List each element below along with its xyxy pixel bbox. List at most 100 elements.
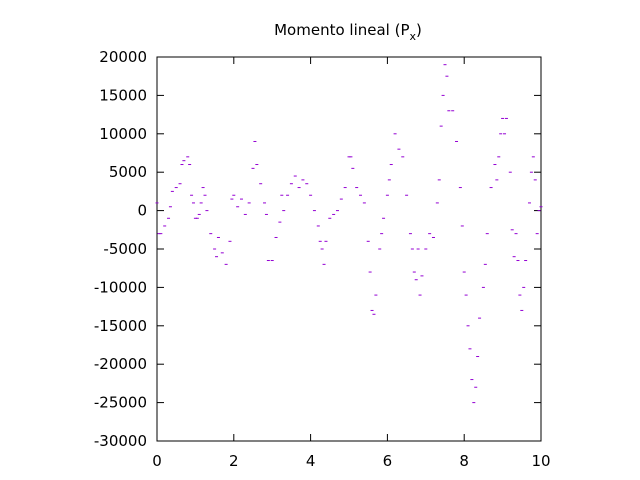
data-point (493, 164, 497, 166)
data-point (193, 217, 197, 219)
data-point (243, 213, 247, 215)
data-point (431, 236, 435, 238)
data-point (518, 294, 522, 296)
data-point (405, 194, 409, 196)
data-point (178, 183, 182, 185)
data-point (174, 187, 178, 189)
title-text: Momento lineal (P (274, 21, 409, 39)
data-point (410, 248, 414, 250)
data-point (180, 164, 184, 166)
y-tick-label: -30000 (94, 432, 147, 450)
data-point (389, 164, 393, 166)
data-point (195, 217, 199, 219)
data-point (504, 117, 508, 119)
data-point (414, 279, 418, 281)
data-point (524, 260, 528, 262)
data-point (424, 248, 428, 250)
data-point (182, 160, 186, 162)
data-point (230, 198, 234, 200)
data-point (159, 233, 163, 235)
data-point (199, 202, 203, 204)
data-point (205, 210, 209, 212)
data-point (362, 202, 366, 204)
x-tick-label: 10 (531, 452, 550, 470)
data-point (508, 171, 512, 173)
data-point (510, 229, 514, 231)
x-tick-label: 0 (152, 452, 162, 470)
data-point (527, 202, 531, 204)
data-point (485, 233, 489, 235)
y-tick-label: 5000 (109, 163, 147, 181)
data-point (458, 187, 462, 189)
chart-title: Momento lineal (Px) (274, 21, 422, 43)
data-point (190, 194, 194, 196)
data-point (428, 233, 432, 235)
data-point (274, 236, 278, 238)
data-point (514, 233, 518, 235)
data-point (286, 194, 290, 196)
data-point (318, 240, 322, 242)
data-point (312, 210, 316, 212)
data-point (280, 194, 284, 196)
data-point (468, 348, 472, 350)
data-point (522, 286, 526, 288)
y-tick-label: 20000 (99, 48, 147, 66)
data-point (412, 271, 416, 273)
data-point (416, 248, 420, 250)
data-point (289, 183, 293, 185)
data-point (201, 187, 205, 189)
data-point (503, 133, 507, 135)
data-point (255, 164, 259, 166)
data-point (251, 167, 255, 169)
data-point (535, 233, 539, 235)
data-point (501, 117, 505, 119)
title-subscript: x (410, 30, 417, 43)
data-point (168, 206, 172, 208)
data-point (191, 202, 195, 204)
data-point (464, 294, 468, 296)
data-point (397, 148, 401, 150)
data-point (539, 206, 543, 208)
data-point (382, 217, 386, 219)
data-point (455, 140, 459, 142)
data-point (512, 256, 516, 258)
data-point (188, 164, 192, 166)
data-point (220, 252, 224, 254)
data-point (170, 190, 174, 192)
data-point (351, 167, 355, 169)
data-point (343, 187, 347, 189)
data-point (466, 325, 470, 327)
data-point (282, 210, 286, 212)
data-point (462, 271, 466, 273)
y-tick-label: -25000 (94, 394, 147, 412)
title-text: ) (416, 21, 422, 39)
data-point (447, 110, 451, 112)
data-point (163, 225, 167, 227)
y-tick-label: -5000 (103, 240, 147, 258)
data-point (247, 202, 251, 204)
data-point (441, 94, 445, 96)
data-point (305, 183, 309, 185)
y-tick-label: 10000 (99, 125, 147, 143)
data-point (481, 286, 485, 288)
data-point (408, 233, 412, 235)
data-point (533, 179, 537, 181)
data-point (197, 213, 201, 215)
data-point (516, 260, 520, 262)
data-point (339, 198, 343, 200)
x-tick-label: 4 (306, 452, 316, 470)
data-point (470, 379, 474, 381)
data-point (216, 236, 220, 238)
data-point (476, 356, 480, 358)
data-point (215, 256, 219, 258)
data-point (366, 240, 370, 242)
data-point (445, 75, 449, 77)
data-point (328, 217, 332, 219)
data-point (322, 263, 326, 265)
data-point (385, 194, 389, 196)
y-tick-label: 15000 (99, 86, 147, 104)
data-point (443, 64, 447, 66)
data-point (489, 187, 493, 189)
data-point (316, 225, 320, 227)
